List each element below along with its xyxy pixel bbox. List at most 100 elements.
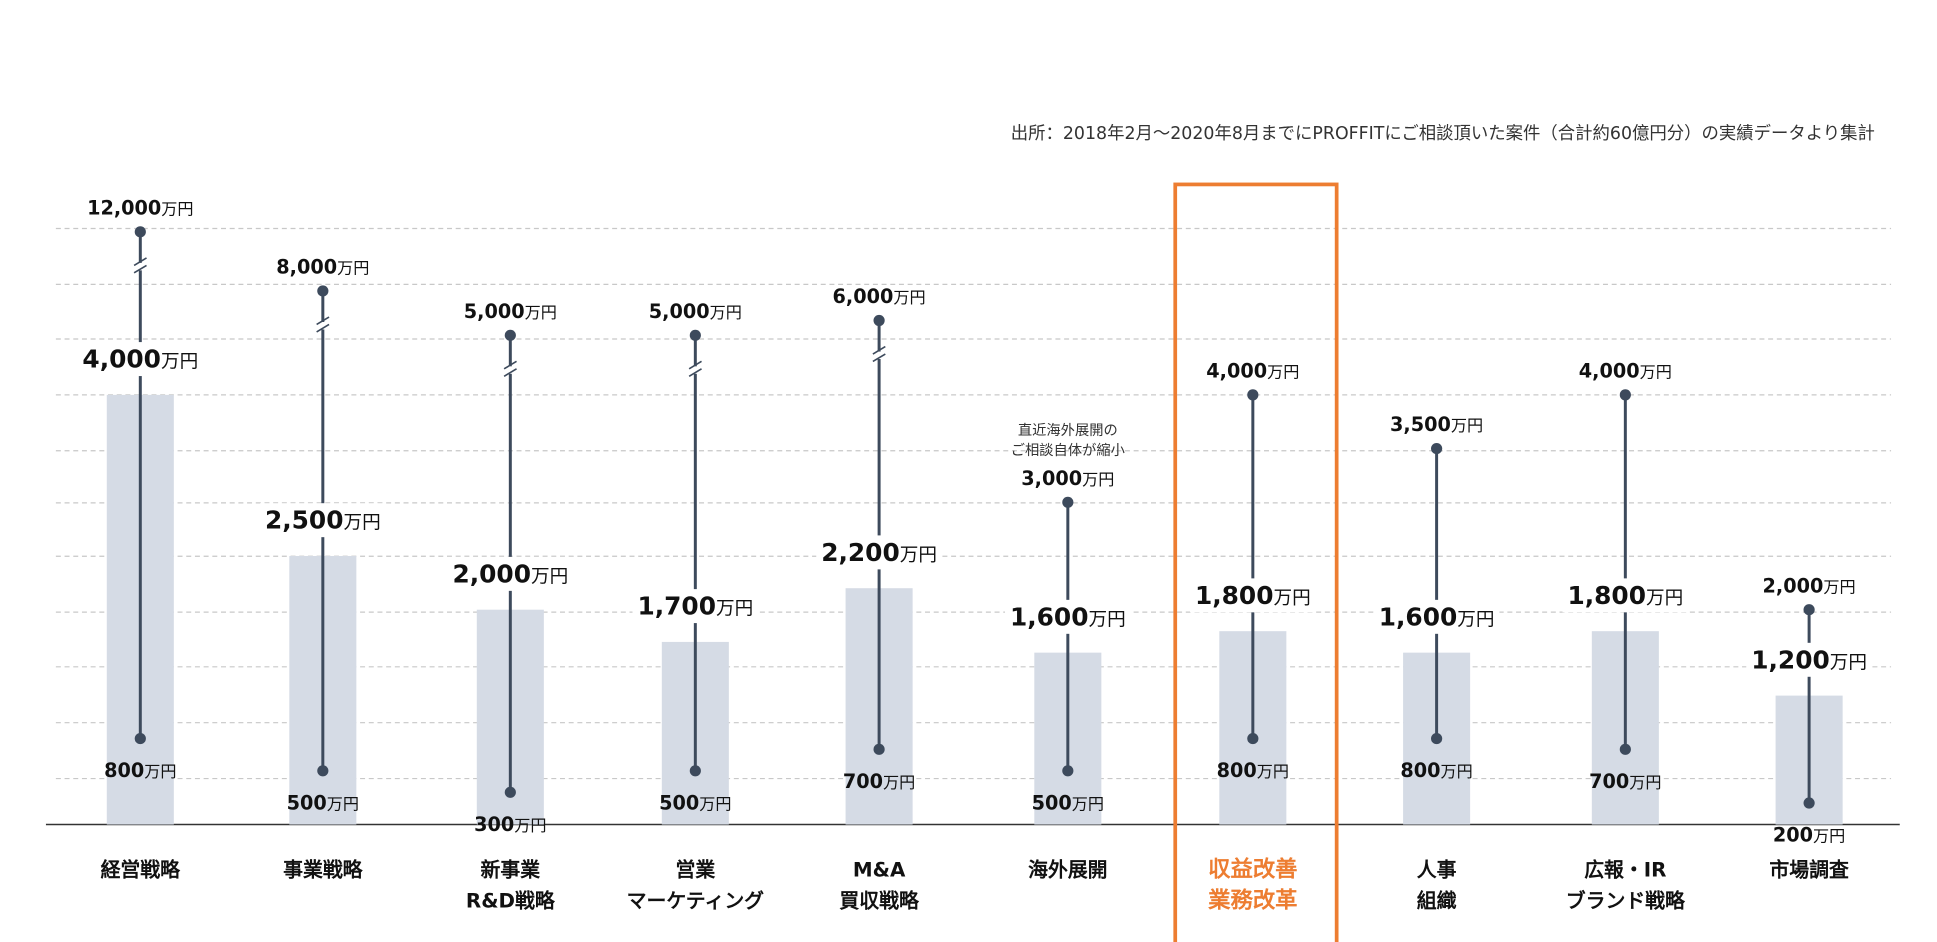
min-point: [1247, 732, 1259, 745]
category-label: マーケティング: [627, 890, 765, 913]
axis-break: [687, 366, 703, 374]
max-point: [1062, 496, 1074, 508]
min-point: [317, 765, 329, 777]
max-point: [134, 226, 146, 238]
axis-break: [132, 262, 148, 271]
value-label: 1,600万円: [1379, 602, 1495, 631]
label-background: [1746, 642, 1872, 677]
value-label: 1,800万円: [1195, 581, 1311, 610]
min-label: 800万円: [1217, 759, 1289, 782]
min-point: [1803, 797, 1815, 809]
axis-break-mark: [316, 316, 330, 326]
category-label: 営業: [675, 859, 715, 882]
axis-break-mark: [503, 368, 517, 377]
source-note: 出所：2018年2月〜2020年8月までにPROFFITにご相談頂いた案件（合計…: [1011, 123, 1875, 144]
max-label: 3,500万円: [1390, 413, 1483, 436]
axis-break-mark: [688, 368, 702, 377]
min-label: 500万円: [1032, 791, 1104, 814]
category-label: 事業戦略: [283, 859, 364, 882]
category-label: 収益改善: [1208, 856, 1297, 883]
category-label: 組織: [1417, 890, 1457, 913]
min-point: [1619, 743, 1631, 755]
max-point: [1803, 604, 1815, 616]
label-background: [77, 342, 204, 377]
max-label: 5,000万円: [464, 300, 557, 323]
label-background: [1004, 599, 1131, 634]
max-point: [504, 329, 516, 341]
label-background: [1189, 578, 1316, 613]
min-label: 800万円: [104, 759, 176, 782]
value-label: 2,000万円: [452, 559, 568, 588]
axis-break-mark: [503, 360, 517, 370]
min-label: 500万円: [659, 791, 731, 814]
value-label: 1,800万円: [1567, 581, 1683, 610]
min-label: 200万円: [1773, 824, 1845, 847]
axis-break-mark: [133, 257, 147, 267]
value-label: 4,000万円: [82, 345, 198, 374]
category-label: 経営戦略: [101, 859, 182, 882]
min-point: [1431, 732, 1443, 745]
value-label: 1,200万円: [1751, 645, 1867, 674]
min-point: [873, 743, 885, 755]
axis-break-mark: [133, 264, 147, 274]
min-point: [134, 732, 146, 745]
value-label: 1,700万円: [637, 592, 753, 621]
max-point: [317, 285, 329, 297]
category-label: 海外展開: [1028, 859, 1107, 882]
annotation: 直近海外展開の: [1018, 422, 1118, 439]
label-background: [1562, 578, 1689, 613]
max-point: [1619, 389, 1631, 401]
category-label: 新事業: [481, 859, 541, 882]
max-label: 2,000万円: [1763, 574, 1856, 597]
min-point: [504, 786, 516, 798]
value-label: 1,600万円: [1010, 602, 1126, 631]
highlight-box: [1173, 182, 1339, 942]
min-label: 300万円: [474, 813, 546, 836]
max-label: 8,000万円: [276, 256, 369, 279]
min-point: [689, 765, 701, 777]
max-point: [1431, 443, 1443, 455]
label-background: [632, 589, 759, 624]
category-label: M&A: [853, 859, 906, 882]
category-label: 買収戦略: [839, 890, 920, 913]
max-label: 6,000万円: [833, 285, 926, 308]
label-background: [259, 503, 386, 538]
max-label: 4,000万円: [1579, 360, 1672, 383]
min-label: 500万円: [287, 791, 359, 814]
max-label: 3,000万円: [1021, 467, 1114, 490]
max-point: [1247, 389, 1259, 401]
max-label: 5,000万円: [649, 300, 742, 323]
category-label: 人事: [1417, 859, 1457, 882]
max-point: [689, 329, 701, 341]
gridlines: [45, 227, 1900, 826]
max-point: [873, 314, 885, 327]
label-background: [816, 535, 942, 570]
category-label: 市場調査: [1769, 859, 1849, 882]
min-label: 800万円: [1400, 759, 1472, 782]
category-label: R&D戦略: [466, 890, 556, 913]
axis-break: [871, 351, 887, 360]
annotation: ご相談自体が縮小: [1011, 442, 1125, 459]
max-label: 4,000万円: [1206, 360, 1299, 383]
min-label: 700万円: [843, 770, 915, 793]
category-label: 業務改革: [1207, 887, 1297, 914]
category-label: ブランド戦略: [1566, 890, 1686, 913]
min-label: 700万円: [1589, 770, 1661, 793]
label-background: [447, 556, 574, 591]
axis-break-mark: [872, 353, 886, 363]
value-label: 2,200万円: [821, 538, 937, 567]
category-label: 広報・IR: [1584, 859, 1666, 882]
category-4: 6,000万円 700万円 2,200万円 M&A 買収戦略: [816, 285, 942, 913]
axis-break: [502, 366, 518, 374]
label-background: [1373, 599, 1500, 634]
